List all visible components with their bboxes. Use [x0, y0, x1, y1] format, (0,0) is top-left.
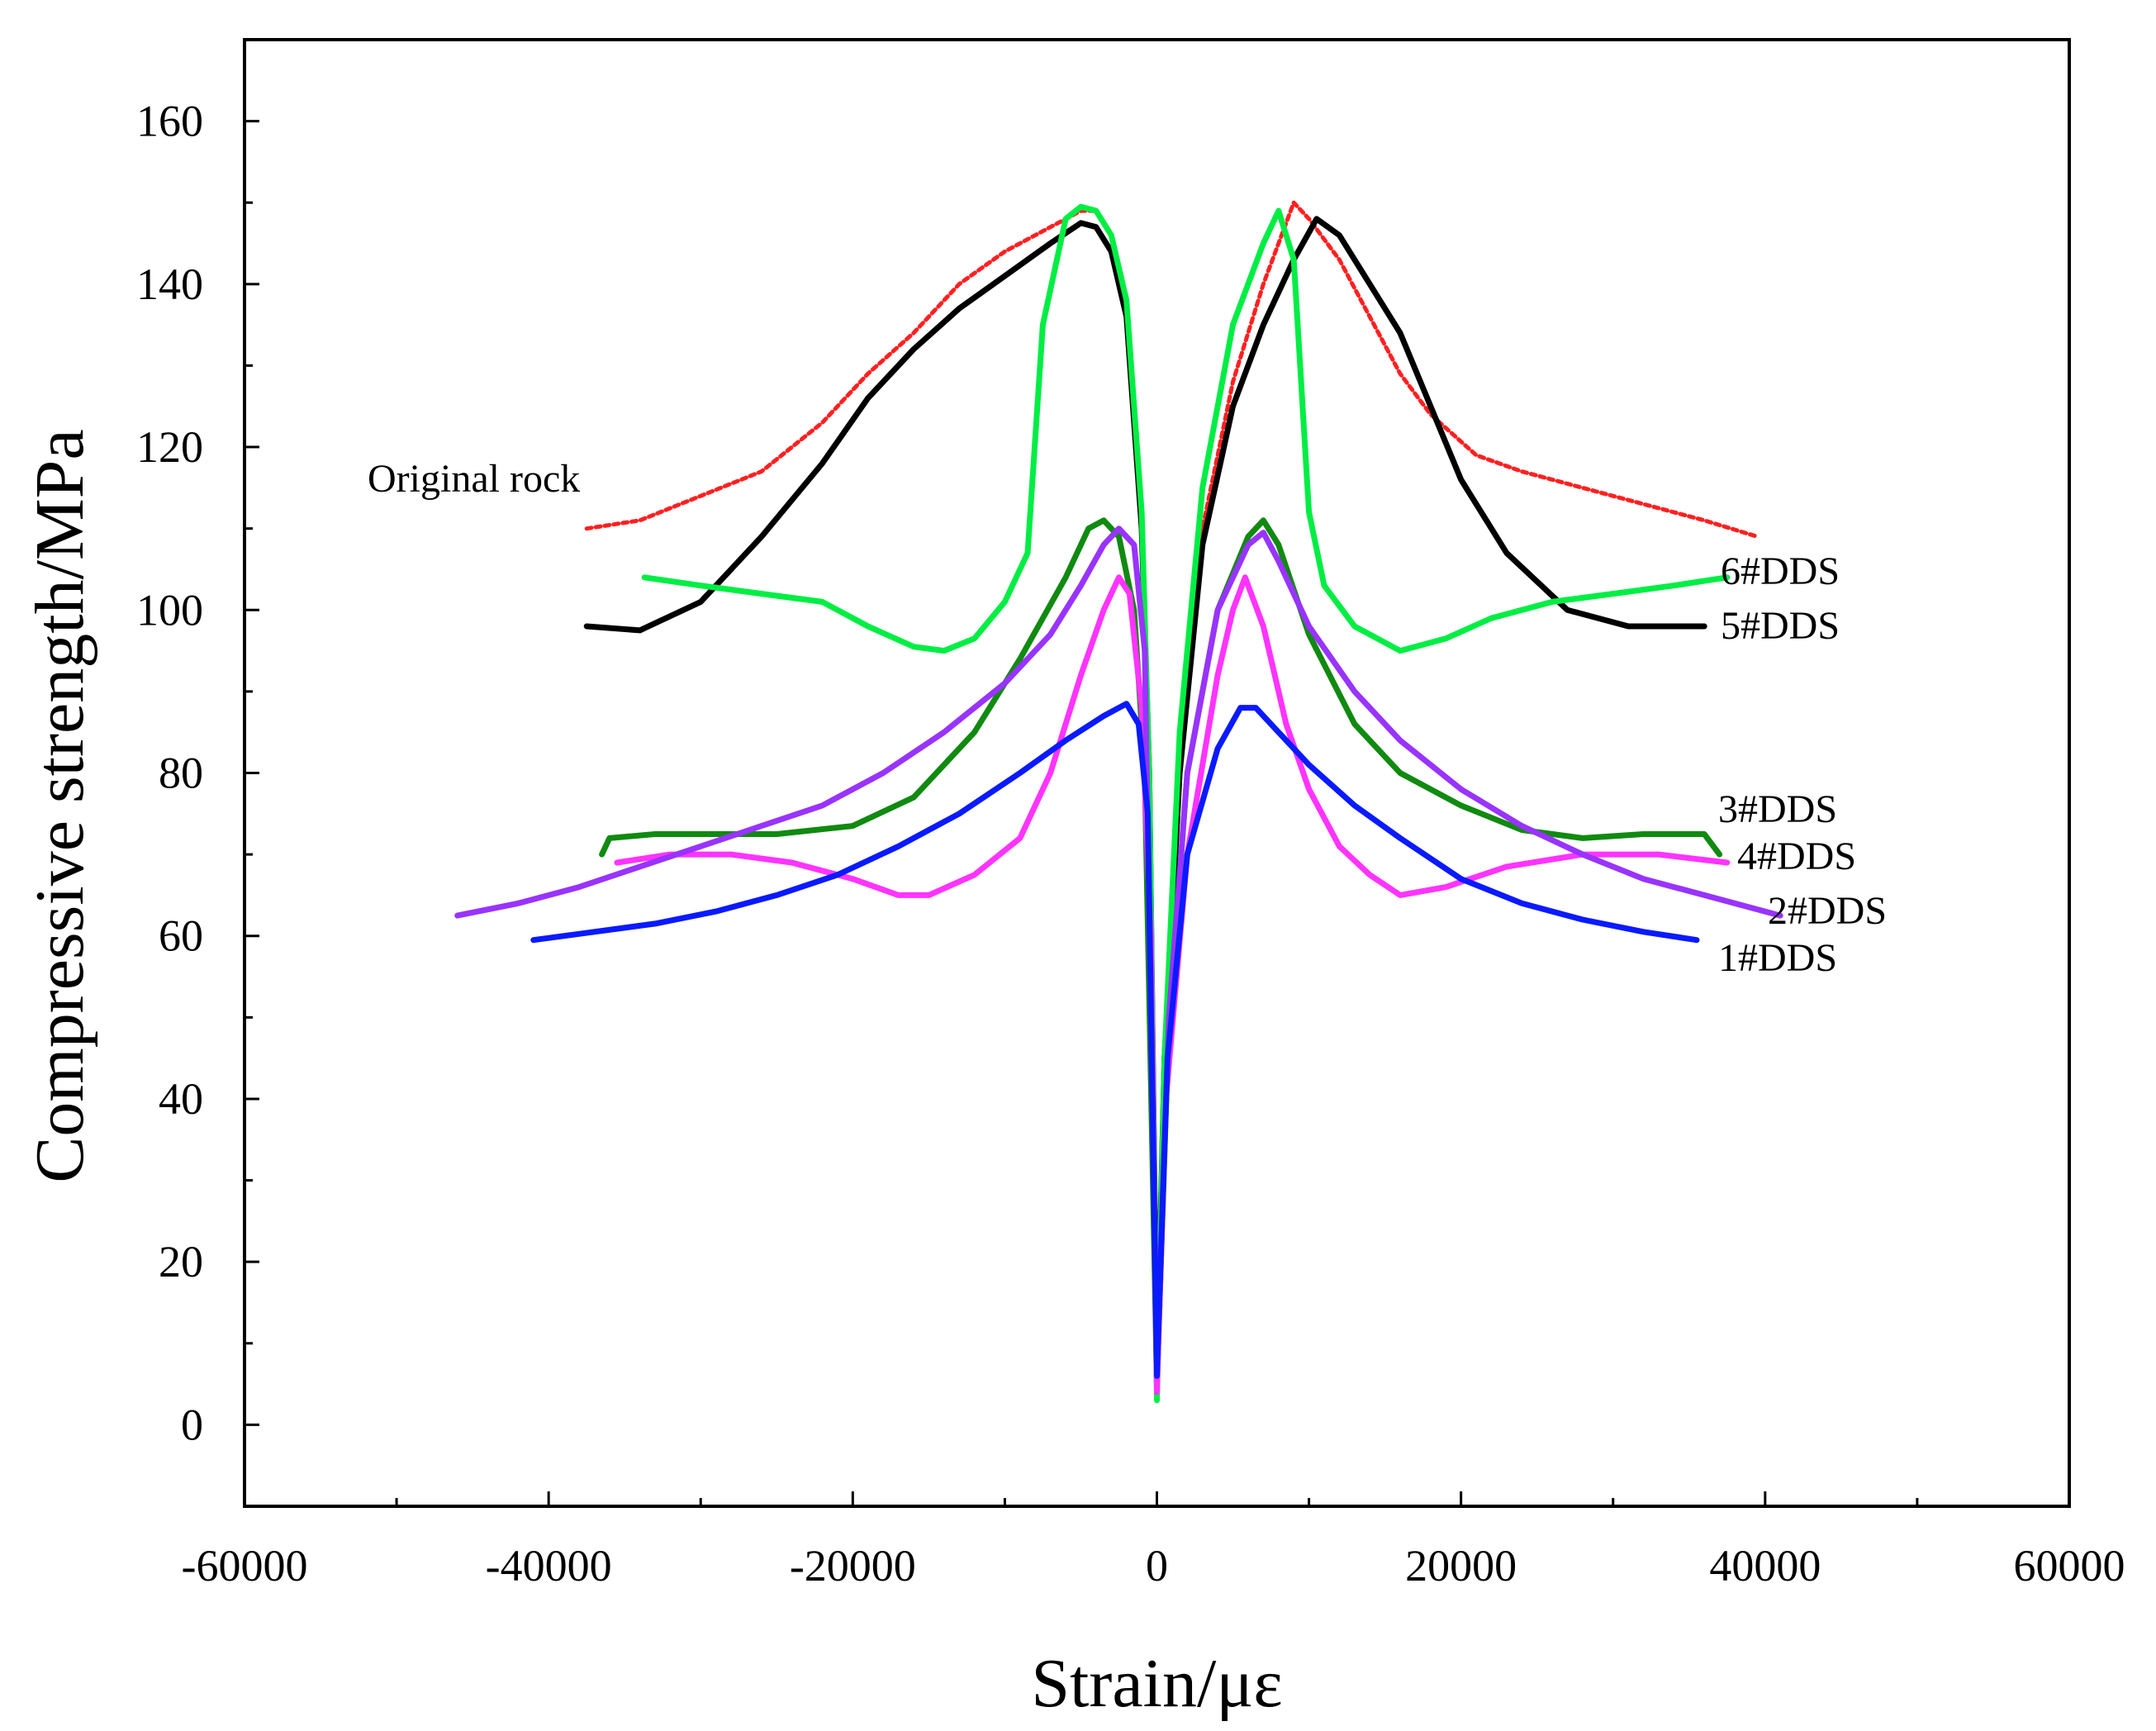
y-axis-title: Compressive strength/MPa [21, 429, 98, 1182]
y-tick-label: 160 [136, 97, 203, 146]
series-label: 2#DDS [1768, 889, 1887, 933]
y-tick-label: 20 [159, 1237, 203, 1286]
series-layer [454, 200, 1783, 1404]
x-tick-label: 0 [1146, 1541, 1168, 1591]
y-tick-label: 120 [136, 422, 203, 472]
series-label: 5#DDS [1721, 604, 1840, 648]
series-line-4-dds [614, 574, 1731, 1396]
y-tick-label: 140 [136, 259, 203, 309]
series-label: 6#DDS [1721, 549, 1840, 593]
y-tick-label: 40 [159, 1074, 203, 1124]
y-tick-label: 100 [136, 585, 203, 635]
series-label: 3#DDS [1718, 787, 1837, 831]
x-tick-label: 20000 [1405, 1541, 1517, 1591]
plot-frame [243, 38, 2071, 1508]
ticks-layer: -60000 -40000 -20000 0 20000 40000 60000 0 20 40 6… [136, 38, 2125, 1591]
series-label: 4#DDS [1737, 835, 1856, 878]
x-tick-label: -40000 [486, 1541, 612, 1591]
x-tick-label: -20000 [790, 1541, 916, 1591]
x-tick-label: 60000 [2014, 1541, 2125, 1591]
series-line-1-dds [530, 701, 1700, 1379]
series-label: 1#DDS [1718, 936, 1837, 980]
y-tick-label: 60 [159, 911, 203, 961]
y-tick-label: 80 [159, 749, 203, 798]
x-tick-label: 40000 [1709, 1541, 1821, 1591]
y-tick-label: 0 [181, 1400, 203, 1449]
series-label: Original rock [368, 457, 580, 501]
x-tick-label: -60000 [182, 1541, 308, 1591]
x-axis-title: Strain/με [1031, 1645, 1282, 1722]
